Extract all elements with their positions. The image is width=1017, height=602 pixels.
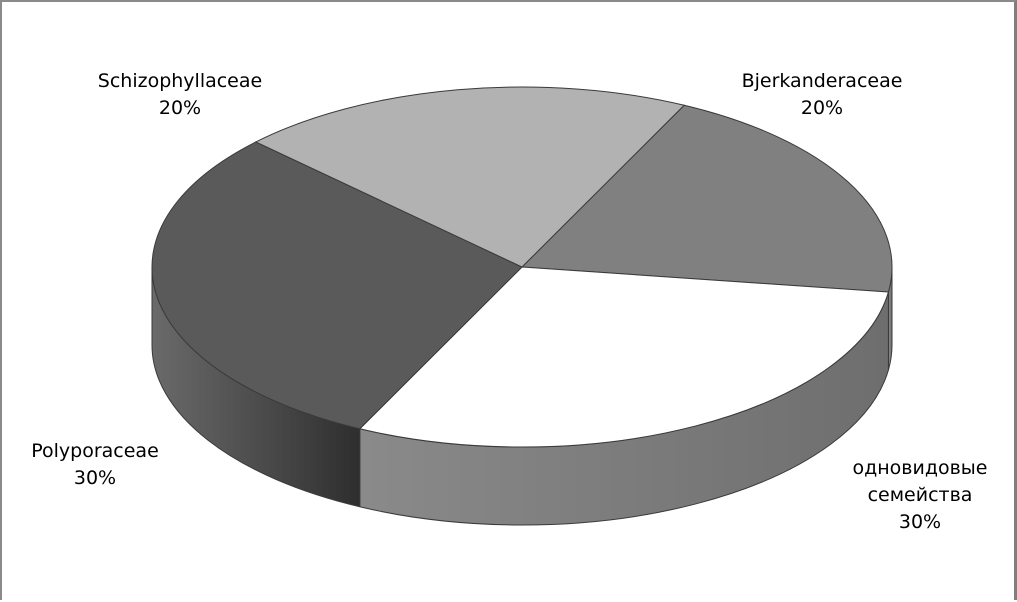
pie-slice — [520, 104, 893, 293]
pie-slice — [151, 141, 523, 430]
pie-slice — [254, 86, 686, 268]
slice-category-label: Bjerkanderaceae — [742, 70, 903, 92]
slice-category-label: семейства — [868, 484, 973, 506]
slice-percent-label: 20% — [159, 97, 201, 119]
pie-slice — [358, 266, 890, 448]
slice-percent-label: 20% — [801, 97, 843, 119]
slice-category-label: Schizophyllaceae — [98, 70, 262, 92]
slice-category-label: одновидовые — [852, 457, 987, 479]
slice-percent-label: 30% — [899, 511, 941, 533]
slice-category-label: Polyporaceae — [31, 440, 159, 462]
slice-percent-label: 30% — [74, 467, 116, 489]
